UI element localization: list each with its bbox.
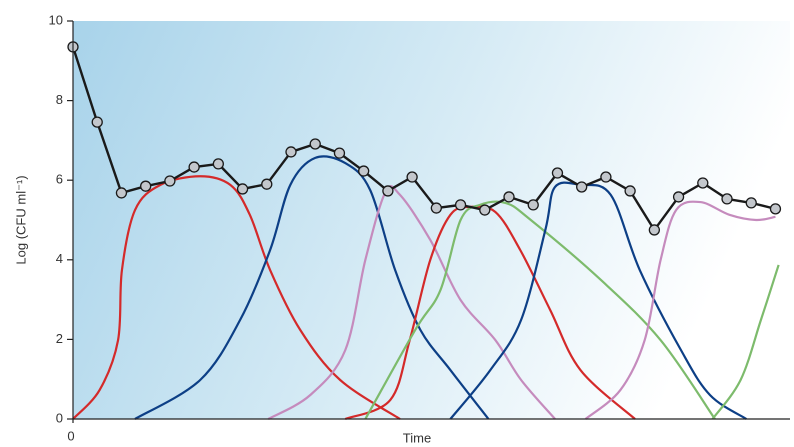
data-point	[769, 203, 782, 215]
plot-background	[73, 21, 790, 419]
data-point	[479, 204, 491, 216]
data-point	[333, 147, 346, 159]
data-point	[115, 187, 128, 199]
data-point	[285, 146, 297, 158]
data-point	[721, 193, 733, 205]
data-point	[358, 165, 370, 177]
data-point	[382, 185, 394, 197]
x-tick-label: 0	[67, 428, 74, 443]
series-line	[267, 185, 556, 420]
y-axis-label: Log (CFU ml⁻¹)	[13, 175, 28, 264]
data-point	[454, 199, 467, 211]
y-tick-label: 6	[56, 172, 63, 187]
x-axis-label: Time	[403, 430, 431, 445]
series-line	[584, 200, 776, 420]
series-line	[364, 200, 716, 420]
y-tick-label: 2	[56, 331, 63, 346]
data-point	[212, 158, 224, 170]
data-point	[164, 175, 176, 187]
data-point	[406, 171, 418, 183]
series-line	[711, 264, 780, 420]
data-point	[697, 177, 709, 189]
y-tick-label: 10	[49, 12, 63, 27]
y-tick-label: 0	[56, 410, 63, 425]
data-point	[236, 183, 249, 195]
data-point	[140, 180, 152, 192]
data-point	[91, 116, 103, 128]
data-point	[430, 202, 442, 214]
data-point	[551, 167, 564, 179]
data-point	[648, 224, 661, 236]
data-point	[672, 191, 685, 203]
y-tick-label: 4	[56, 251, 63, 266]
data-point	[624, 185, 636, 197]
y-tick-label: 8	[56, 92, 63, 107]
data-point	[745, 197, 757, 209]
data-point	[188, 161, 200, 173]
series-line	[72, 175, 401, 420]
data-point	[600, 171, 612, 183]
series-line	[134, 155, 490, 420]
data-point	[576, 181, 588, 193]
data-point	[527, 199, 539, 211]
data-point	[261, 178, 273, 190]
data-point	[503, 191, 515, 203]
data-point	[309, 138, 321, 150]
